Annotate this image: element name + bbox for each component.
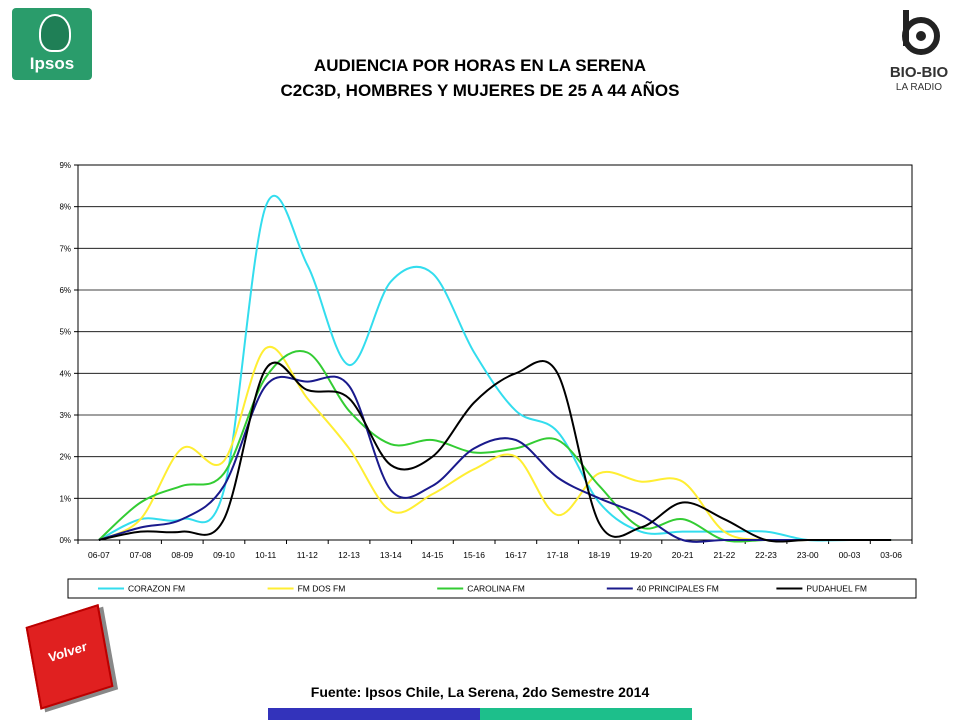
x-tick-label: 03-06 xyxy=(880,550,902,560)
y-tick-label: 2% xyxy=(59,453,71,462)
y-tick-label: 4% xyxy=(59,369,71,378)
x-tick-label: 18-19 xyxy=(588,550,610,560)
biobio-logo-text: BIO-BIO xyxy=(889,64,949,81)
y-tick-label: 7% xyxy=(59,244,71,253)
source-note: Fuente: Ipsos Chile, La Serena, 2do Seme… xyxy=(310,684,650,700)
legend: CORAZON FM FM DOS FM CAROLINA FM 40 PRINCIP… xyxy=(67,578,917,599)
series-line-2 xyxy=(98,350,892,543)
y-tick-label: 0% xyxy=(59,536,71,545)
y-tick-label: 8% xyxy=(59,203,71,212)
chart-title-line2: C2C3D, HOMBRES Y MUJERES DE 25 A 44 AÑOS xyxy=(280,81,680,100)
biobio-logo: BIO-BIO LA RADIO xyxy=(884,6,954,98)
y-tick-label: 5% xyxy=(59,328,71,337)
legend-box xyxy=(67,578,917,599)
x-tick-label: 15-16 xyxy=(463,550,485,560)
legend-label-4: PUDAHUEL FM xyxy=(806,584,867,594)
x-tick-label: 22-23 xyxy=(755,550,777,560)
x-tick-label: 10-11 xyxy=(255,550,276,560)
series-line-3 xyxy=(98,375,892,543)
x-tick-label: 00-03 xyxy=(839,550,861,560)
x-tick-label: 16-17 xyxy=(505,550,527,560)
x-tick-label: 06-07 xyxy=(88,550,110,560)
legend-label-2: CAROLINA FM xyxy=(467,584,525,594)
x-tick-label: 14-15 xyxy=(422,550,444,560)
x-tick-label: 08-09 xyxy=(171,550,193,560)
series-line-4 xyxy=(98,360,892,543)
series-line-0 xyxy=(98,195,892,542)
legend-label-1: FM DOS FM xyxy=(298,584,346,594)
x-tick-label: 07-08 xyxy=(130,550,152,560)
legend-label-0: CORAZON FM xyxy=(128,584,185,594)
x-tick-label: 13-14 xyxy=(380,550,402,560)
y-tick-label: 9% xyxy=(59,161,71,170)
ipsos-head-icon xyxy=(39,14,71,52)
series-line-1 xyxy=(98,345,892,542)
y-tick-label: 6% xyxy=(59,286,71,295)
x-tick-label: 20-21 xyxy=(672,550,694,560)
series-layer xyxy=(98,195,892,543)
x-tick-label: 21-22 xyxy=(713,550,735,560)
y-axis: 0% 1% 2% 3% 4% 5% 6% 7% 8% 9% xyxy=(59,161,78,545)
ipsos-logo: Ipsos xyxy=(12,8,92,80)
biobio-symbol-icon xyxy=(902,10,940,55)
x-tick-label: 19-20 xyxy=(630,550,652,560)
footer-bar-right xyxy=(480,708,692,720)
biobio-logo-subtext: LA RADIO xyxy=(895,82,943,93)
y-tick-label: 3% xyxy=(59,411,71,420)
chart-title-line1: AUDIENCIA POR HORAS EN LA SERENA xyxy=(313,56,647,75)
ipsos-logo-text: Ipsos xyxy=(29,54,75,73)
x-axis: 06-07 07-08 08-09 09-10 10-11 11-12 12-13 13-14… xyxy=(77,540,913,560)
x-tick-label: 11-12 xyxy=(297,550,318,560)
y-tick-label: 1% xyxy=(59,494,71,503)
x-tick-label: 17-18 xyxy=(547,550,569,560)
x-tick-label: 23-00 xyxy=(797,550,819,560)
x-tick-label: 09-10 xyxy=(213,550,235,560)
footer-bar-left xyxy=(268,708,480,720)
x-tick-label: 12-13 xyxy=(338,550,360,560)
legend-label-3: 40 PRINCIPALES FM xyxy=(637,584,719,594)
